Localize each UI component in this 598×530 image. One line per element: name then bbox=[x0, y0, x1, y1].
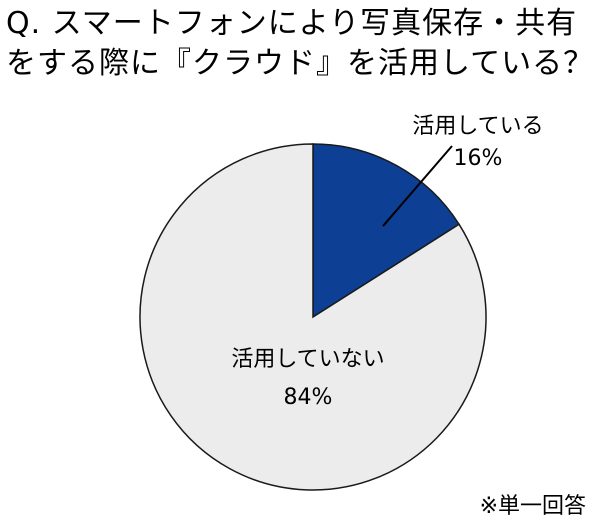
pie-slices bbox=[139, 143, 487, 491]
title-line-1: Q. スマートフォンにより写真保存・共有 bbox=[6, 6, 578, 41]
slice-label-not-used: 活用していない bbox=[231, 347, 384, 372]
slice-value-used: 16% bbox=[454, 146, 503, 171]
pie-slice-2 bbox=[139, 143, 487, 491]
slice-value-not-used: 84% bbox=[284, 385, 333, 410]
leader-line bbox=[382, 145, 453, 227]
title-line-2: をする際に『クラウド』を活用している？ bbox=[6, 46, 595, 81]
chart-title: Q. スマートフォンにより写真保存・共有 をする際に『クラウド』を活用している？ bbox=[6, 4, 594, 84]
slice-label-used: 活用している bbox=[412, 114, 543, 139]
single-answer-note: ※単一回答 bbox=[479, 494, 586, 519]
pie-slice-1 bbox=[312, 143, 461, 319]
